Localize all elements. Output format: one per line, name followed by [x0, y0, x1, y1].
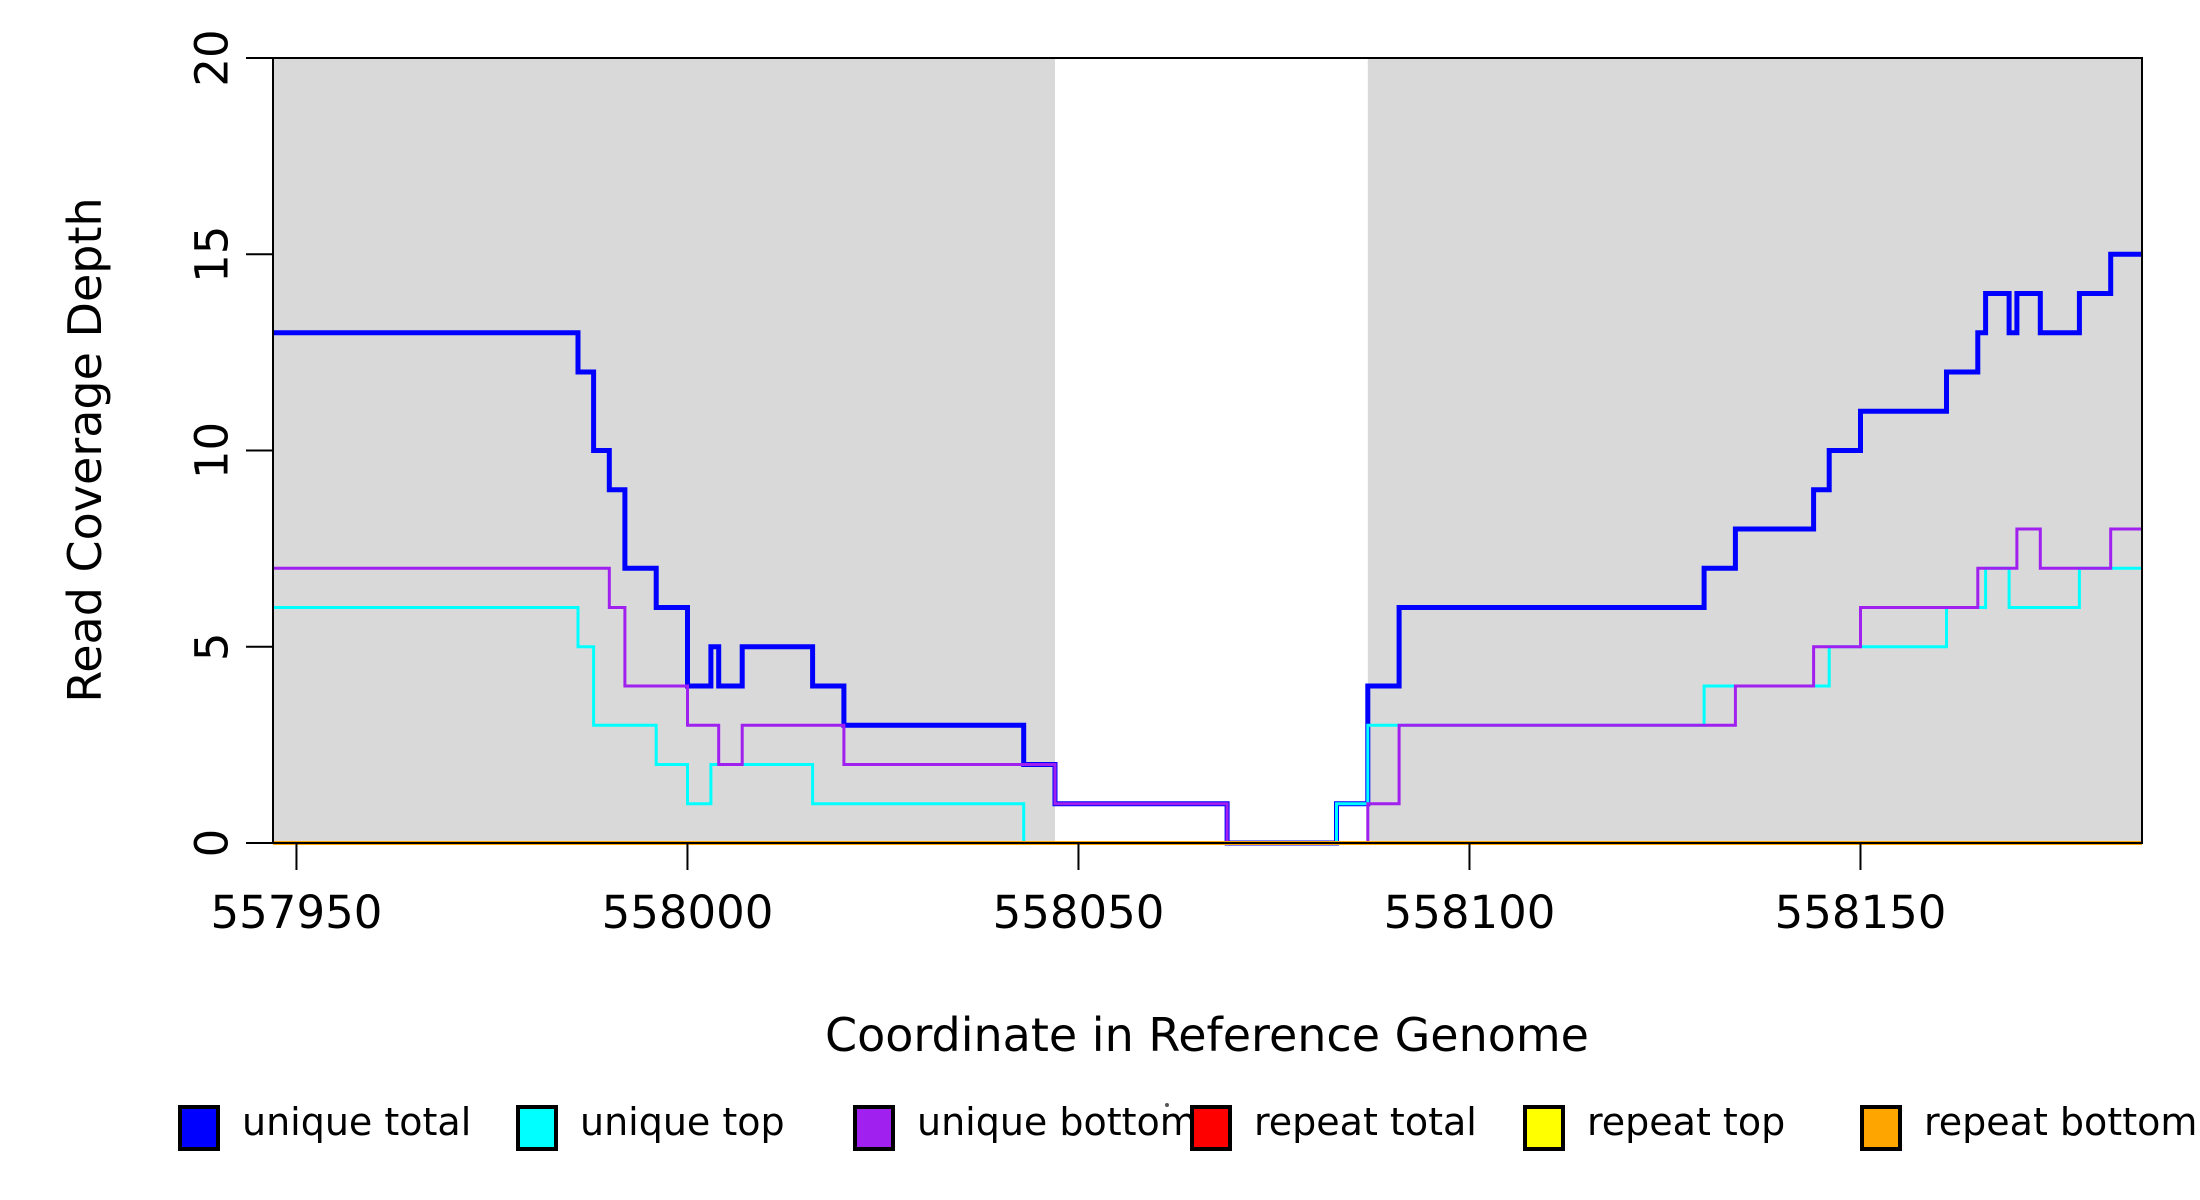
stray-dot — [1165, 1103, 1169, 1107]
legend-label: repeat bottom — [1924, 1100, 2198, 1144]
x-tick-label: 557950 — [211, 886, 383, 939]
legend-swatch-repeat-bottom — [1860, 1104, 1902, 1151]
x-tick-label: 558000 — [602, 886, 774, 939]
unique-region-left — [273, 58, 1056, 843]
legend-item-repeat-top: repeat top — [1523, 1098, 1786, 1151]
y-tick-label: 0 — [186, 829, 239, 858]
x-axis-title: Coordinate in Reference Genome — [825, 1008, 1589, 1062]
y-tick-label: 20 — [186, 29, 239, 86]
series-line-unique-top — [273, 566, 2142, 845]
legend-swatch-unique-bottom — [853, 1104, 895, 1151]
legend-swatch-repeat-top — [1523, 1104, 1565, 1151]
legend-label: unique top — [580, 1100, 785, 1144]
legend-item-repeat-bottom: repeat bottom — [1860, 1098, 2198, 1151]
legend: unique total unique top unique bottom repea… — [0, 1098, 2200, 1151]
y-tick-label: 10 — [186, 422, 239, 479]
legend-label: unique total — [242, 1100, 472, 1144]
legend-swatch-unique-top — [516, 1104, 558, 1151]
x-tick-label: 558150 — [1775, 886, 1947, 939]
y-tick-label: 5 — [186, 632, 239, 661]
legend-label: unique bottom — [917, 1100, 1197, 1144]
y-axis-title: Read Coverage Depth — [58, 197, 112, 703]
x-tick-label: 558100 — [1384, 886, 1556, 939]
legend-swatch-unique-total — [178, 1104, 220, 1151]
legend-item-repeat-total: repeat total — [1190, 1098, 1477, 1151]
legend-swatch-repeat-total — [1190, 1104, 1232, 1151]
series-line-unique-bottom — [273, 527, 2142, 845]
x-tick-label: 558050 — [993, 886, 1165, 939]
legend-item-unique-bottom: unique bottom — [853, 1098, 1197, 1151]
legend-item-unique-top: unique top — [516, 1098, 785, 1151]
legend-item-unique-total: unique total — [178, 1098, 472, 1151]
unique-region-right — [1367, 58, 2142, 843]
legend-label: repeat top — [1587, 1100, 1786, 1144]
legend-label: repeat total — [1254, 1100, 1477, 1144]
y-tick-label: 15 — [186, 226, 239, 283]
